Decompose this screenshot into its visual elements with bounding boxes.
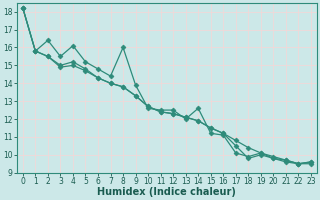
X-axis label: Humidex (Indice chaleur): Humidex (Indice chaleur) — [98, 187, 236, 197]
